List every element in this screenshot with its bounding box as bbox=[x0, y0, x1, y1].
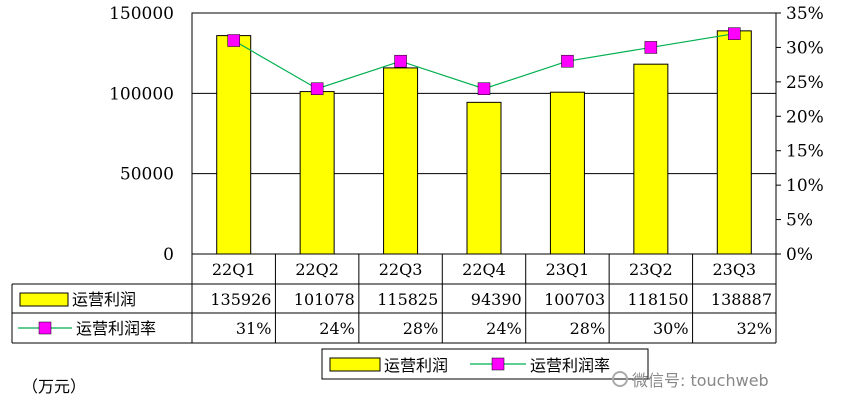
bar-data-label: 115825 bbox=[377, 290, 438, 309]
bar-data-label: 118150 bbox=[627, 290, 688, 309]
watermark-text: 微信号: touchweb bbox=[632, 371, 769, 390]
category-label: 23Q3 bbox=[712, 260, 756, 279]
bar-data-label: 138887 bbox=[711, 290, 772, 309]
row-header-line: 运营利润率 bbox=[76, 319, 156, 338]
line-data-label: 28% bbox=[403, 319, 439, 338]
bar-data-label: 101078 bbox=[294, 290, 355, 309]
bar bbox=[299, 91, 335, 255]
bar bbox=[383, 67, 419, 255]
legend-label-bar: 运营利润 bbox=[384, 356, 448, 375]
unit-note: （万元） bbox=[22, 377, 87, 396]
legend-key-bar bbox=[19, 292, 69, 307]
legend-swatch-bar bbox=[329, 357, 381, 372]
category-label: 22Q3 bbox=[379, 260, 423, 279]
left-tick-label: 150000 bbox=[109, 4, 174, 24]
left-tick-label: 50000 bbox=[120, 165, 174, 185]
bar bbox=[716, 30, 752, 255]
right-tick-label: 5% bbox=[786, 211, 813, 231]
line-marker bbox=[644, 41, 658, 54]
line-data-label: 24% bbox=[319, 319, 355, 338]
category-label: 22Q4 bbox=[462, 260, 506, 279]
category-label: 22Q2 bbox=[295, 260, 339, 279]
row-header-bar: 运营利润 bbox=[72, 290, 136, 309]
bar bbox=[633, 63, 669, 255]
line-marker bbox=[728, 27, 741, 40]
wechat-icon bbox=[612, 371, 628, 387]
category-label: 22Q1 bbox=[212, 260, 256, 279]
bar-data-label: 94390 bbox=[471, 290, 522, 309]
bar-data-label: 100703 bbox=[544, 290, 605, 309]
left-tick-label: 0 bbox=[163, 245, 174, 265]
legend-label-line: 运营利润率 bbox=[530, 356, 610, 375]
right-tick-label: 15% bbox=[786, 142, 824, 162]
legend-swatch-marker bbox=[491, 357, 505, 371]
line-marker bbox=[394, 54, 407, 68]
right-tick-label: 0% bbox=[786, 245, 813, 265]
line-marker bbox=[477, 82, 491, 95]
line-data-label: 30% bbox=[653, 319, 689, 338]
line-data-label: 31% bbox=[236, 319, 272, 338]
right-tick-label: 25% bbox=[786, 73, 824, 93]
right-tick-label: 35% bbox=[786, 4, 824, 24]
bar bbox=[466, 101, 502, 255]
line-data-label: 24% bbox=[486, 319, 522, 338]
bar bbox=[549, 91, 585, 255]
line-data-label: 28% bbox=[570, 319, 606, 338]
line-data-label: 32% bbox=[736, 319, 772, 338]
line-marker bbox=[561, 54, 574, 68]
bar bbox=[216, 35, 252, 255]
bar-data-label: 135926 bbox=[210, 290, 271, 309]
category-label: 23Q2 bbox=[629, 260, 673, 279]
right-tick-label: 10% bbox=[786, 176, 824, 196]
left-tick-label: 100000 bbox=[109, 84, 174, 104]
line-marker bbox=[227, 34, 240, 47]
right-tick-label: 30% bbox=[786, 38, 824, 58]
line-marker bbox=[310, 82, 324, 95]
legend-key-marker bbox=[38, 321, 52, 335]
watermark: 微信号: touchweb bbox=[612, 367, 769, 391]
category-label: 23Q1 bbox=[546, 260, 590, 279]
right-tick-label: 20% bbox=[786, 107, 824, 127]
